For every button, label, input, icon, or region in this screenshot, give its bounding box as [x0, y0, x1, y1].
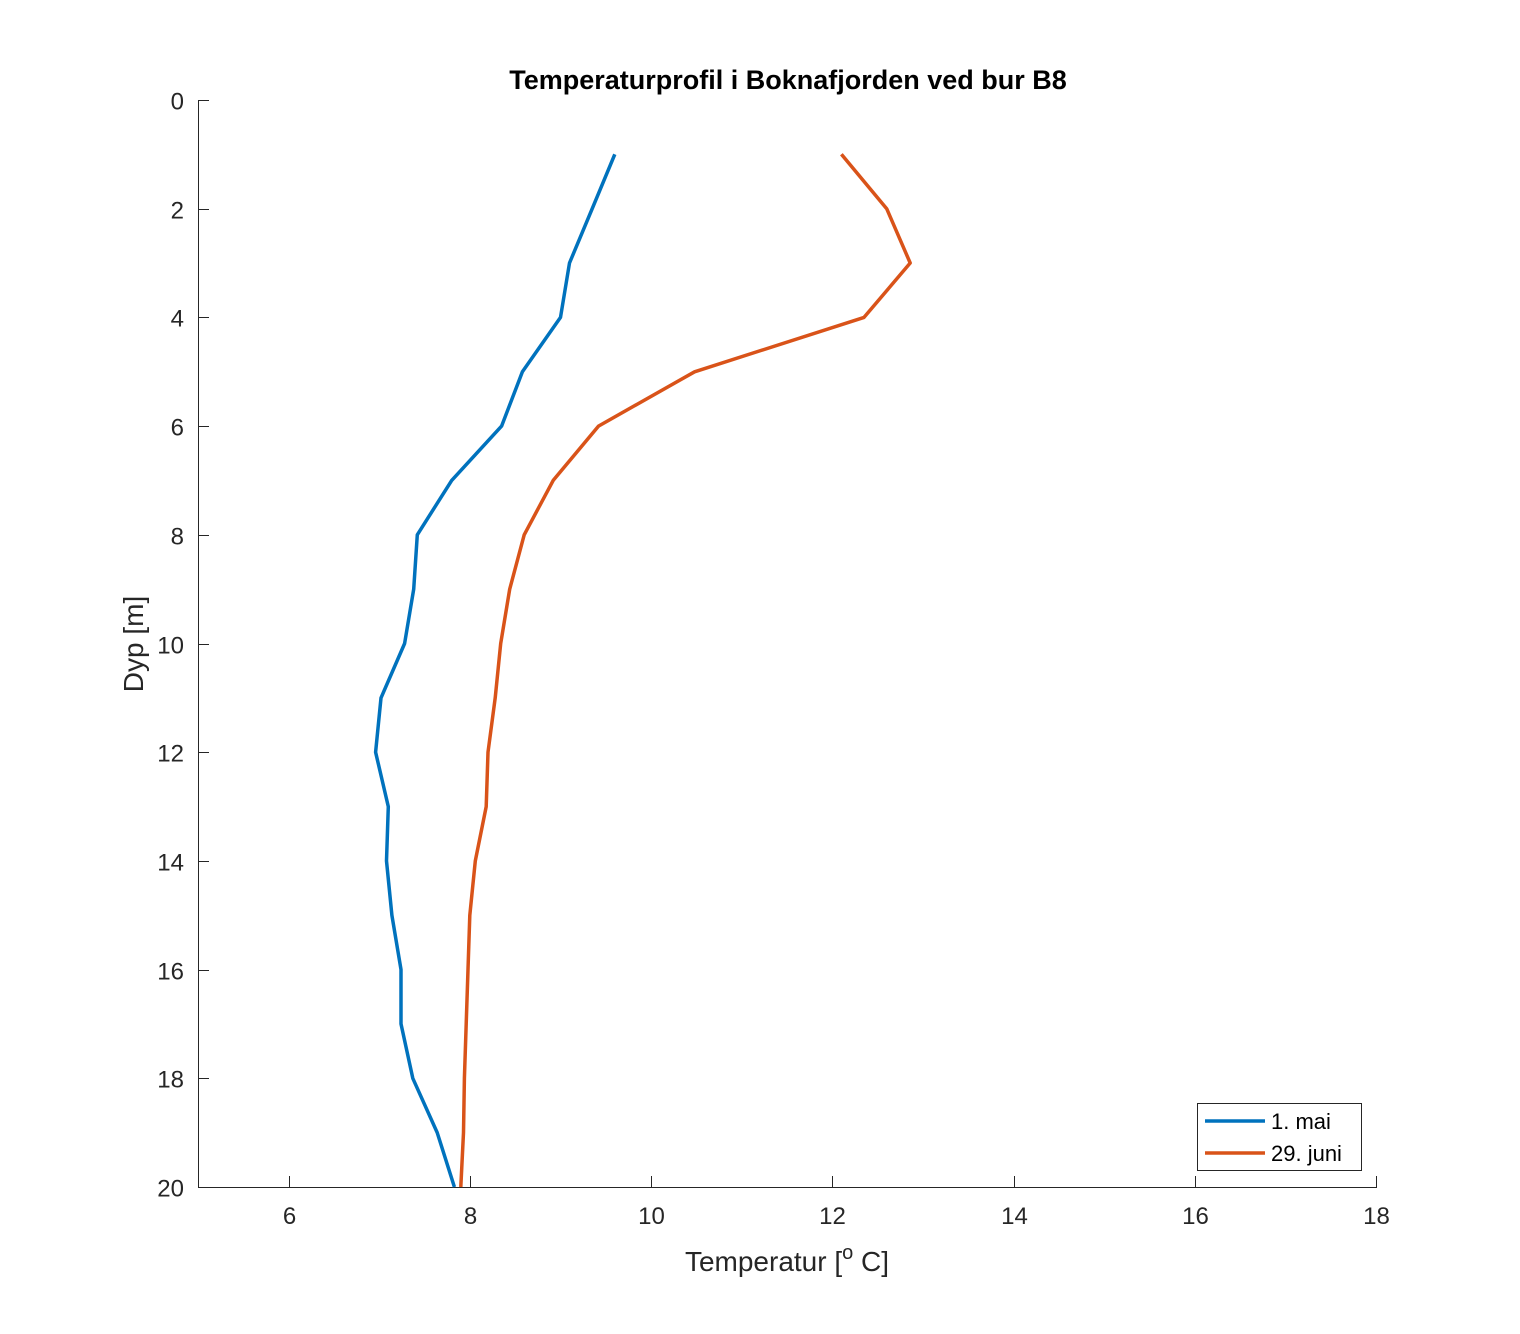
y-tick-label: 8 [171, 524, 184, 551]
y-tick-label: 14 [157, 850, 184, 877]
chart-title: Temperaturprofil i Boknafjorden ved bur … [509, 65, 1067, 95]
x-axis-label-text: Temperatur [ [685, 1246, 842, 1277]
x-tick-label: 8 [464, 1203, 477, 1230]
x-axis-label-superscript: o [842, 1242, 853, 1264]
y-tick-label: 20 [157, 1176, 184, 1203]
y-tick-label: 6 [171, 415, 184, 442]
x-axis-label: Temperatur [o C] [685, 1242, 889, 1277]
series-line-29-juni [459, 153, 912, 1188]
y-tick-label: 18 [157, 1067, 184, 1094]
legend-label-29-juni: 29. juni [1271, 1141, 1342, 1166]
x-tick-label: 10 [638, 1203, 665, 1230]
y-tick-label: 2 [171, 198, 184, 225]
x-tick-label: 12 [819, 1203, 846, 1230]
series-layer [373, 153, 912, 1188]
y-axis-label: Dyp [m] [118, 596, 149, 692]
x-tick-label: 16 [1182, 1203, 1209, 1230]
x-tick-label: 6 [283, 1203, 296, 1230]
legend-label-1-mai: 1. mai [1271, 1109, 1331, 1134]
y-tick-label: 0 [171, 89, 184, 116]
legend: 1. mai 29. juni [1197, 1103, 1362, 1171]
x-ticks: 6 8 10 12 14 16 18 [283, 1176, 1390, 1230]
legend-box [1197, 1103, 1362, 1171]
series-line-1-mai [373, 153, 617, 1188]
y-tick-label: 10 [157, 633, 184, 660]
x-axis-label-unit: C] [853, 1246, 889, 1277]
x-tick-label: 18 [1363, 1203, 1390, 1230]
y-tick-label: 4 [171, 306, 184, 333]
y-ticks: 0 2 4 6 8 10 12 14 16 18 20 [157, 89, 209, 1203]
y-tick-label: 12 [157, 741, 184, 768]
y-tick-label: 16 [157, 959, 184, 986]
x-tick-label: 14 [1001, 1203, 1028, 1230]
